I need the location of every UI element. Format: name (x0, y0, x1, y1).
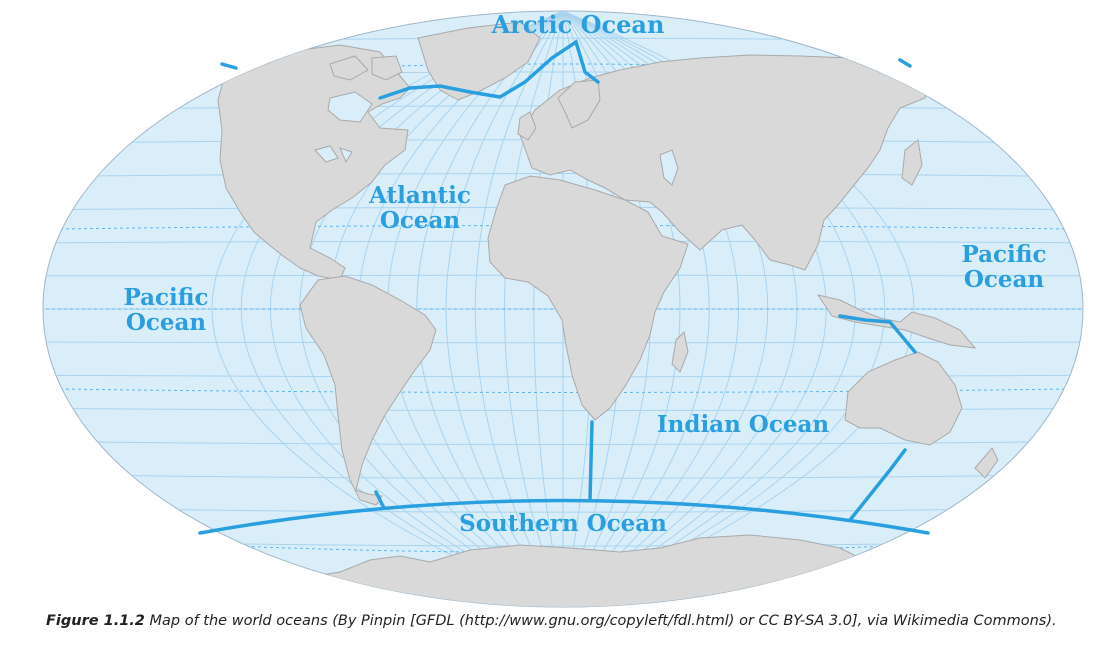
parallel-line (43, 507, 1083, 513)
scandinavia-landmass (557, 79, 601, 129)
southern-ocean-label: Southern Ocean (459, 510, 667, 537)
parallel-line (43, 341, 1083, 344)
southern-ocean-boundary-line (198, 498, 930, 535)
africa-landmass (487, 175, 689, 421)
pacific-ocean-east-label-line2: Ocean (964, 266, 1045, 293)
indian-ocean-label: Indian Ocean (657, 411, 830, 438)
arctic-islands-landmass (329, 55, 403, 81)
eurasia-landmass (519, 54, 931, 271)
atlantic-indian-boundary-line (588, 420, 594, 502)
madagascar-landmass (671, 330, 689, 373)
arctic-boundary-east-stub (898, 58, 912, 68)
indonesia-boundary-line (838, 314, 917, 354)
arctic-boundary-line (378, 39, 600, 100)
pacific-ocean-east-label-line1: Pacific (961, 241, 1046, 268)
world-oceans-map: Arctic Ocean Atlantic Ocean Pacific Ocea… (42, 10, 1084, 608)
figure-caption-text: Map of the world oceans (By Pinpin [GFDL… (144, 613, 1057, 629)
atlantic-pacific-boundary-line (374, 490, 386, 510)
figure-caption: Figure 1.1.2 Map of the world oceans (By… (46, 612, 1096, 630)
caspian-sea (659, 149, 679, 186)
australia-landmass (844, 351, 963, 446)
arctic-ocean-label: Arctic Ocean (491, 10, 665, 39)
parallel-line (43, 173, 1083, 178)
japan-landmass (901, 139, 923, 186)
figure-label: Figure 1.1.2 (46, 613, 145, 629)
pacific-ocean-west-label-line2: Ocean (126, 309, 207, 336)
atlantic-ocean-label-line2: Ocean (380, 207, 461, 234)
antarctica-landmass (288, 534, 861, 607)
greenland-landmass (417, 21, 541, 101)
arctic-boundary-west-stub (220, 62, 238, 70)
indian-pacific-boundary-line (848, 448, 907, 522)
british-isles-landmass (517, 111, 537, 141)
parallel-line (43, 474, 1083, 479)
pacific-ocean-west-label-line1: Pacific (123, 284, 208, 311)
hudson-bay (327, 91, 373, 123)
ocean-boundaries (198, 39, 930, 535)
southeast-asia-islands-landmass (816, 294, 977, 349)
great-lakes (314, 145, 353, 164)
south-america-landmass (299, 275, 437, 506)
new-zealand-landmass (974, 447, 999, 479)
land-masses (217, 21, 999, 607)
atlantic-ocean-label-line1: Atlantic (368, 182, 471, 209)
